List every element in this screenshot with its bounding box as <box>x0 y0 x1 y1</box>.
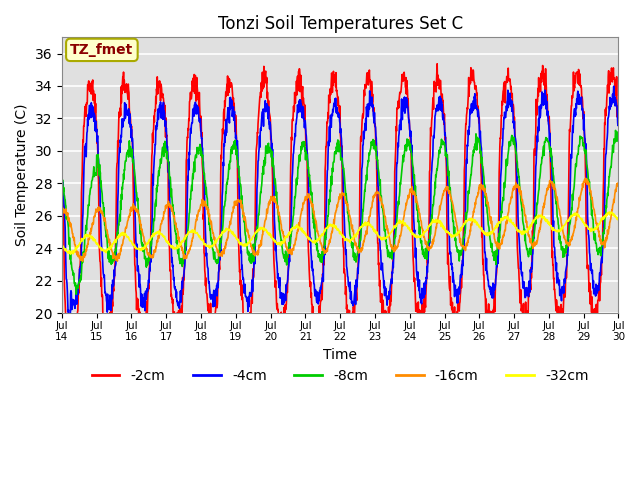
-16cm <box>113 258 121 264</box>
-8cm <box>614 139 622 144</box>
-16cm <box>472 202 479 207</box>
-8cm <box>472 143 479 148</box>
Text: TZ_fmet: TZ_fmet <box>70 43 134 57</box>
-4cm <box>145 269 153 275</box>
-16cm <box>554 194 561 200</box>
-4cm <box>65 325 73 331</box>
-16cm <box>608 207 616 213</box>
-2cm <box>614 106 622 111</box>
-2cm <box>608 75 616 81</box>
-32cm <box>554 229 561 235</box>
-32cm <box>614 217 622 223</box>
Line: -16cm: -16cm <box>62 179 618 261</box>
-2cm <box>433 61 441 67</box>
Line: -32cm: -32cm <box>62 212 618 254</box>
-8cm <box>145 258 153 264</box>
-8cm <box>72 291 80 297</box>
-2cm <box>472 83 480 89</box>
-32cm <box>472 218 479 224</box>
-8cm <box>316 251 323 257</box>
-16cm <box>316 235 323 240</box>
-4cm <box>554 273 561 279</box>
-2cm <box>58 180 66 185</box>
-32cm <box>58 242 66 248</box>
Y-axis label: Soil Temperature (C): Soil Temperature (C) <box>15 104 29 246</box>
-8cm <box>554 214 561 219</box>
-2cm <box>554 319 561 324</box>
-4cm <box>610 84 618 89</box>
-4cm <box>326 139 333 145</box>
-32cm <box>606 209 614 215</box>
-32cm <box>67 251 74 257</box>
-8cm <box>326 199 333 204</box>
X-axis label: Time: Time <box>323 348 357 362</box>
-8cm <box>58 182 66 188</box>
-32cm <box>316 236 323 242</box>
-4cm <box>472 96 479 102</box>
-2cm <box>316 303 323 309</box>
-2cm <box>67 375 74 381</box>
-16cm <box>58 210 66 216</box>
Line: -4cm: -4cm <box>62 86 618 328</box>
-8cm <box>608 158 616 164</box>
-32cm <box>326 222 333 228</box>
-8cm <box>612 128 620 133</box>
-32cm <box>608 210 616 216</box>
-4cm <box>58 169 66 175</box>
-4cm <box>608 102 616 108</box>
-32cm <box>145 237 153 242</box>
-4cm <box>614 118 622 124</box>
Title: Tonzi Soil Temperatures Set C: Tonzi Soil Temperatures Set C <box>218 15 463 33</box>
-4cm <box>316 294 323 300</box>
-16cm <box>614 181 622 187</box>
-16cm <box>145 252 153 257</box>
Line: -8cm: -8cm <box>62 131 618 294</box>
-16cm <box>326 240 333 245</box>
Legend: -2cm, -4cm, -8cm, -16cm, -32cm: -2cm, -4cm, -8cm, -16cm, -32cm <box>86 364 595 389</box>
-16cm <box>582 176 589 181</box>
-2cm <box>326 100 333 106</box>
Line: -2cm: -2cm <box>62 64 618 378</box>
-2cm <box>145 271 153 276</box>
